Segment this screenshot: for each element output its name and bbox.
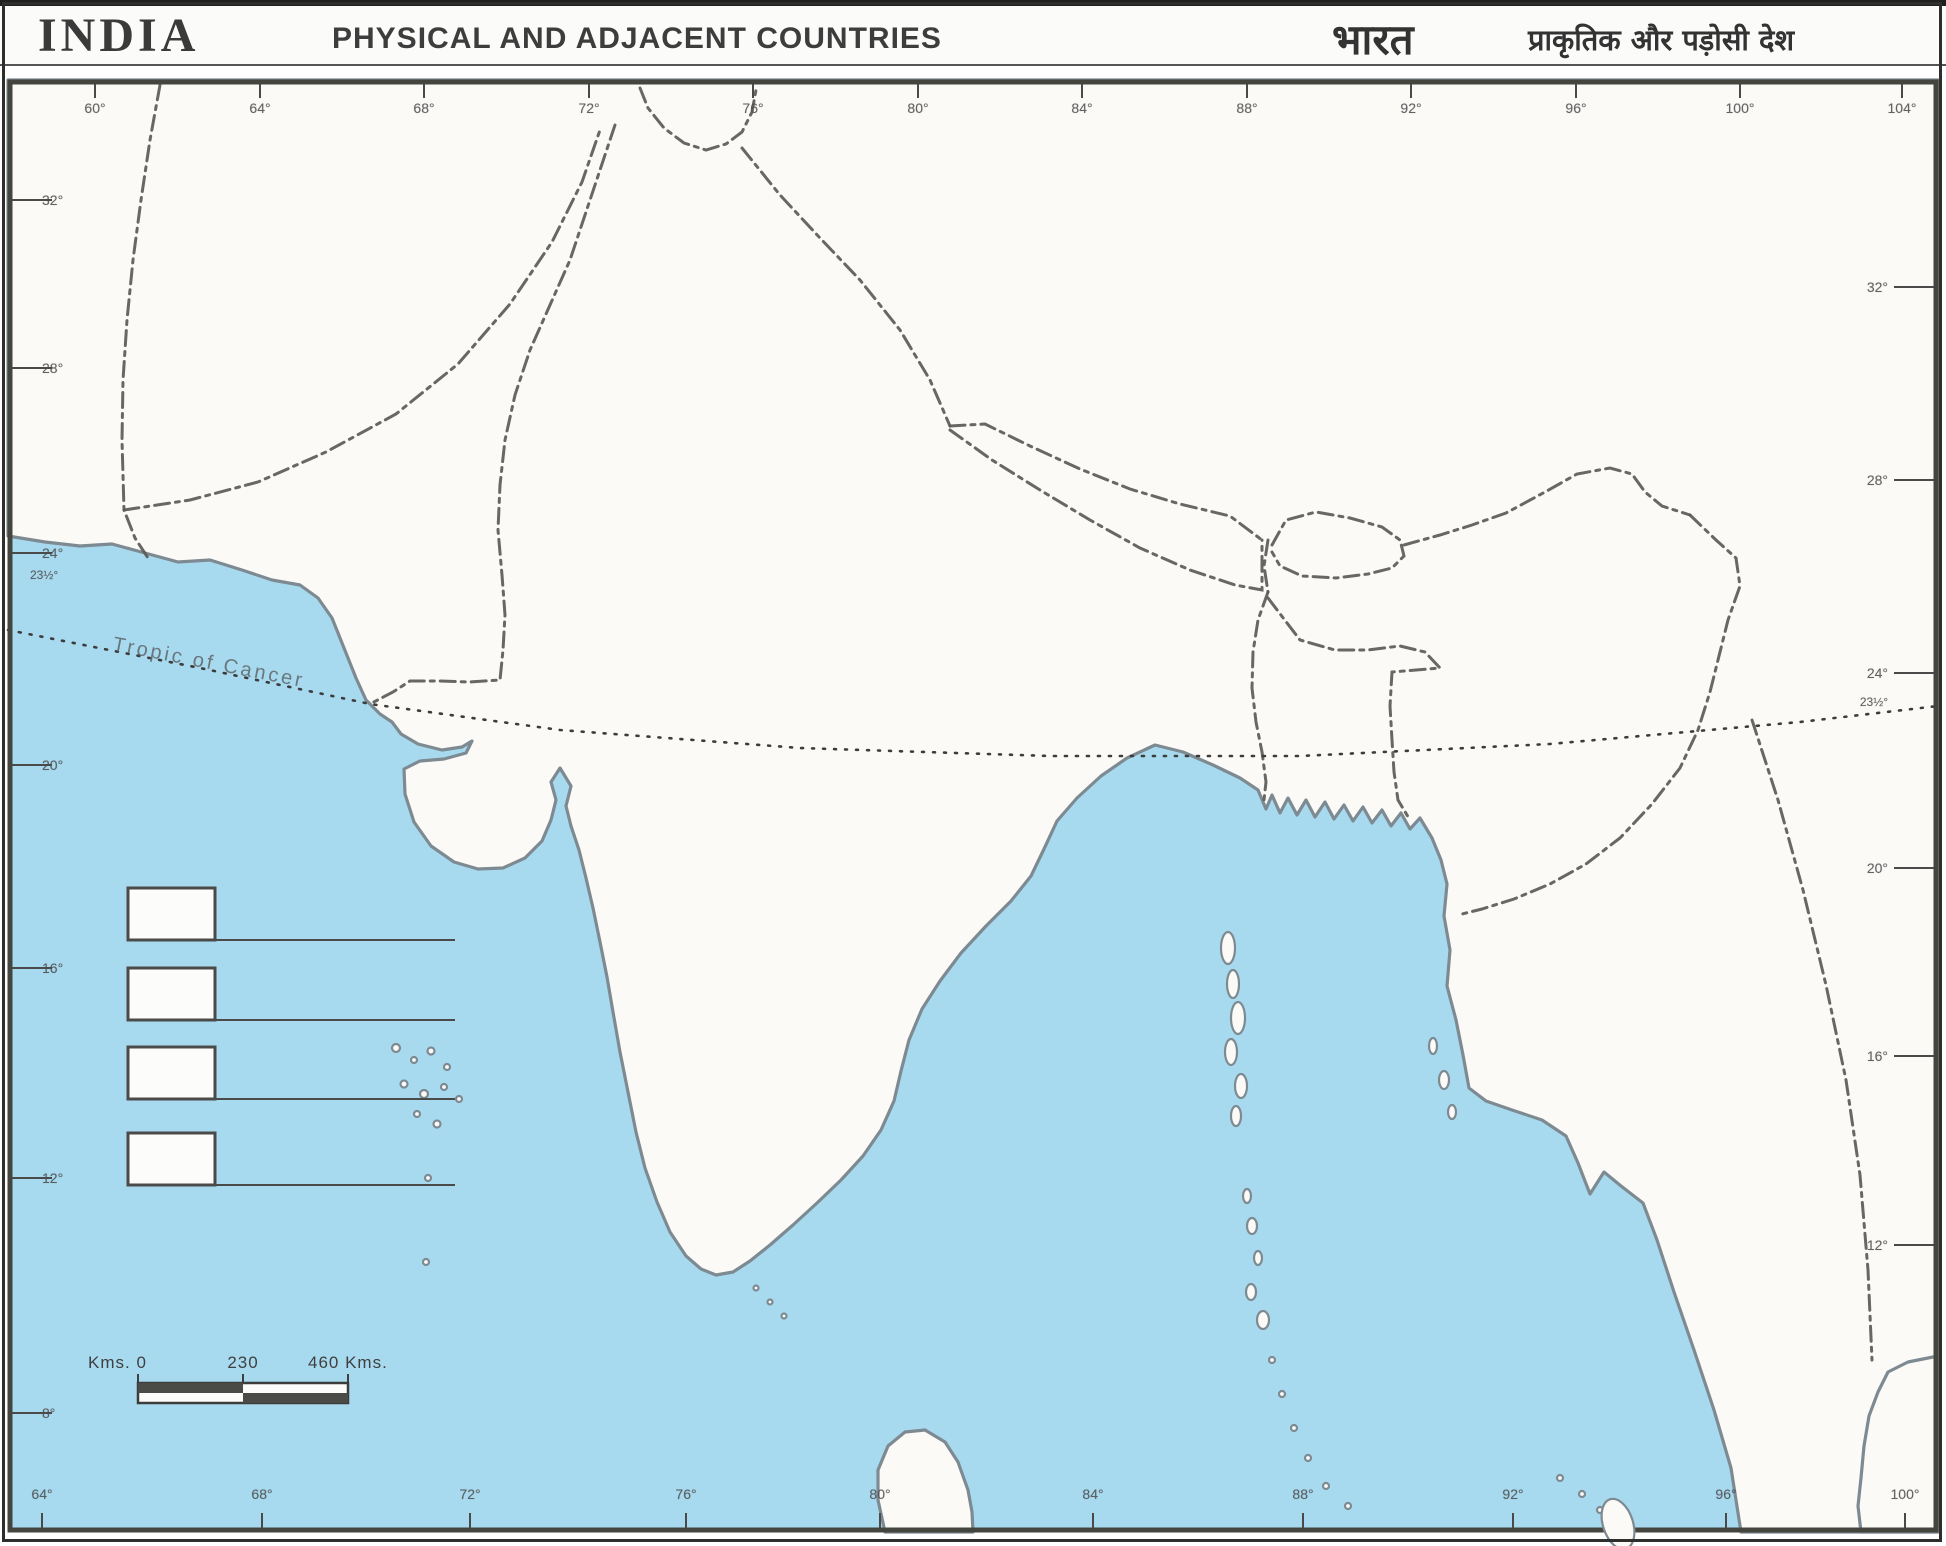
- longitude-label-top: 60°: [84, 100, 106, 116]
- map-subtitle-hindi: प्राकृतिक और पड़ोसी देश: [1528, 23, 1795, 57]
- longitude-label-bottom: 72°: [459, 1486, 481, 1502]
- border-bangladesh-north-east: [1266, 596, 1444, 822]
- longitude-label-bottom: 84°: [1082, 1486, 1104, 1502]
- scale-mid-label: 230: [227, 1353, 258, 1372]
- adams-bridge-islets: [752, 1284, 788, 1320]
- latitude-label-right: 24°: [1866, 665, 1888, 681]
- longitude-label-bottom: 92°: [1502, 1486, 1524, 1502]
- map-frame: [7, 79, 1939, 1533]
- longitude-label-top: 80°: [907, 100, 929, 116]
- andaman-islands: [1219, 930, 1249, 1128]
- border-iran-pakistan: [120, 83, 162, 560]
- sumatra-tip-island: [1600, 1497, 1636, 1546]
- latitude-label-left: 23½°: [30, 568, 59, 582]
- longitude-label-top: 92°: [1400, 100, 1422, 116]
- legend-fill-in-boxes: [126, 886, 455, 1187]
- border-india-pakistan: [368, 123, 617, 706]
- longitude-label-bottom: 64°: [31, 1486, 53, 1502]
- latitude-label-left: 28°: [42, 360, 64, 376]
- border-nepal-north: [948, 422, 1264, 542]
- longitude-label-top: 100°: [1725, 100, 1755, 116]
- longitude-label-bottom: 100°: [1890, 1486, 1920, 1502]
- scale-zero-label: Kms. 0: [88, 1353, 147, 1372]
- longitude-label-top: 76°: [742, 100, 764, 116]
- border-bangladesh-west: [1250, 590, 1270, 802]
- longitude-label-bottom: 68°: [251, 1486, 273, 1502]
- latitude-label-right: 12°: [1866, 1237, 1888, 1253]
- longitude-label-top: 88°: [1236, 100, 1258, 116]
- border-india-china-east: [1402, 466, 1692, 547]
- scale-bar: Kms. 0 230 460 Kms.: [88, 1353, 388, 1405]
- latitude-label-right: 28°: [1866, 472, 1888, 488]
- map-subtitle-english: PHYSICAL AND ADJACENT COUNTRIES: [332, 22, 942, 55]
- latitude-label-right: 23½°: [1859, 695, 1888, 709]
- latitude-label-left: 32°: [42, 192, 64, 208]
- border-kashmir: [638, 86, 758, 152]
- latitude-label-left: 8°: [42, 1405, 56, 1421]
- latitude-label-right: 20°: [1866, 860, 1888, 876]
- latitude-label-right: 16°: [1866, 1048, 1888, 1064]
- border-myanmar-thailand: [1750, 718, 1874, 1362]
- legend-box: [126, 966, 217, 1022]
- legend-box: [126, 886, 217, 942]
- border-india-myanmar: [1460, 513, 1742, 916]
- legend-box: [126, 1045, 217, 1101]
- lakshadweep-islands: [390, 1042, 464, 1267]
- longitude-label-bottom: 76°: [675, 1486, 697, 1502]
- latitude-label-left: 12°: [42, 1170, 64, 1186]
- latitude-label-left: 16°: [42, 960, 64, 976]
- longitude-label-bottom: 96°: [1715, 1486, 1737, 1502]
- tropic-of-cancer-line: [6, 628, 1940, 758]
- longitude-label-top: 104°: [1887, 100, 1917, 116]
- map-canvas: Tropic of Cancer: [0, 64, 1946, 1546]
- title-bar: INDIA PHYSICAL AND ADJACENT COUNTRIES भा…: [0, 6, 1946, 66]
- arakan-offshore-islands: [1427, 1036, 1458, 1121]
- longitude-label-bottom: 88°: [1292, 1486, 1314, 1502]
- longitude-label-top: 72°: [578, 100, 600, 116]
- scale-end-label: 460 Kms.: [308, 1353, 388, 1372]
- graticule-ticks: [11, 82, 1934, 1529]
- longitude-label-top: 64°: [249, 100, 271, 116]
- latitude-label-right: 32°: [1866, 279, 1888, 295]
- coastline-sri-lanka: [876, 1428, 975, 1534]
- latitude-label-left: 20°: [42, 757, 64, 773]
- border-sikkim: [1262, 538, 1270, 594]
- longitude-label-bottom: 80°: [869, 1486, 891, 1502]
- map-title-hindi: भारत: [1332, 15, 1414, 64]
- map-title-english: INDIA: [38, 9, 200, 62]
- border-bhutan: [1270, 510, 1406, 580]
- legend-box: [126, 1131, 217, 1187]
- border-nepal-south: [948, 428, 1264, 592]
- border-afghanistan: [122, 128, 602, 512]
- latitude-label-left: 24°: [42, 545, 64, 561]
- nicobar-islands: [1241, 1187, 1605, 1515]
- longitude-label-top: 68°: [413, 100, 435, 116]
- border-india-china-himalaya: [740, 146, 952, 428]
- longitude-label-top: 96°: [1565, 100, 1587, 116]
- longitude-label-top: 84°: [1071, 100, 1093, 116]
- map-svg: Tropic of Cancer: [6, 78, 1940, 1546]
- coastline-mainland: [6, 78, 1940, 1534]
